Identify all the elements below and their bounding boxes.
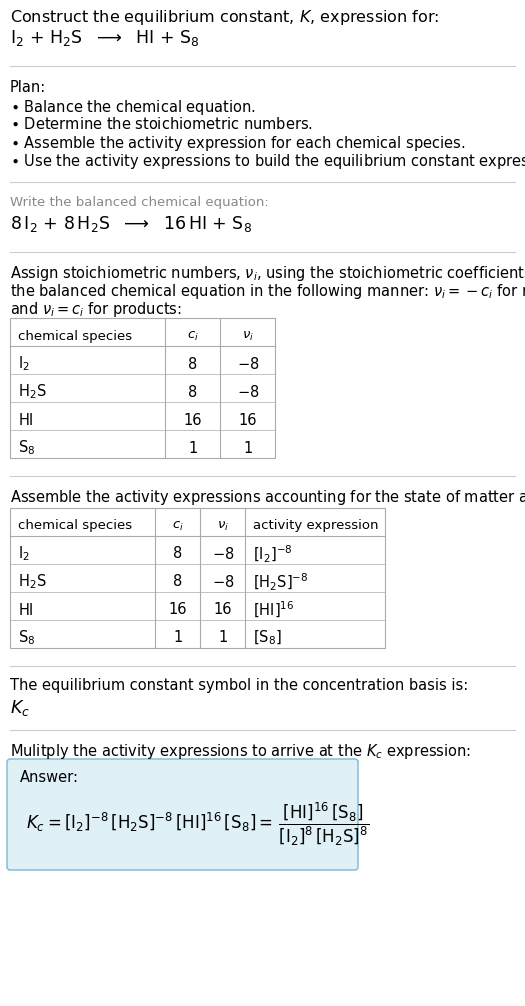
Text: $\bullet$ Determine the stoichiometric numbers.: $\bullet$ Determine the stoichiometric n…: [10, 116, 313, 132]
Text: The equilibrium constant symbol in the concentration basis is:: The equilibrium constant symbol in the c…: [10, 678, 468, 693]
Text: Assign stoichiometric numbers, $\nu_i$, using the stoichiometric coefficients, $: Assign stoichiometric numbers, $\nu_i$, …: [10, 264, 525, 283]
Text: $\mathrm{I_2}$ + $\mathrm{H_2S}$  $\longrightarrow$  $\mathrm{HI}$ + $\mathrm{S_: $\mathrm{I_2}$ + $\mathrm{H_2S}$ $\longr…: [10, 28, 200, 48]
Text: $\mathrm{S_8}$: $\mathrm{S_8}$: [18, 629, 35, 647]
Text: $\mathrm{H_2S}$: $\mathrm{H_2S}$: [18, 572, 47, 592]
Text: $-8$: $-8$: [212, 574, 234, 590]
Text: $[\mathrm{HI}]^{16}$: $[\mathrm{HI}]^{16}$: [253, 600, 295, 620]
Text: 16: 16: [239, 412, 257, 428]
Text: $\mathrm{I_2}$: $\mathrm{I_2}$: [18, 544, 30, 563]
Text: $\mathrm{I_2}$: $\mathrm{I_2}$: [18, 355, 30, 373]
Text: $K_c = [\mathrm{I_2}]^{-8}\,[\mathrm{H_2S}]^{-8}\,[\mathrm{HI}]^{16}\,[\mathrm{S: $K_c = [\mathrm{I_2}]^{-8}\,[\mathrm{H_2…: [26, 801, 370, 848]
Text: $8\,\mathrm{I_2}$ + $8\,\mathrm{H_2S}$  $\longrightarrow$  $16\,\mathrm{HI}$ + $: $8\,\mathrm{I_2}$ + $8\,\mathrm{H_2S}$ $…: [10, 214, 252, 234]
Text: $\bullet$ Assemble the activity expression for each chemical species.: $\bullet$ Assemble the activity expressi…: [10, 134, 465, 153]
Text: $[\mathrm{H_2S}]^{-8}$: $[\mathrm{H_2S}]^{-8}$: [253, 571, 308, 593]
Text: Plan:: Plan:: [10, 80, 46, 95]
Text: $\mathrm{HI}$: $\mathrm{HI}$: [18, 412, 34, 428]
Text: 16: 16: [214, 603, 232, 618]
Text: Mulitply the activity expressions to arrive at the $K_c$ expression:: Mulitply the activity expressions to arr…: [10, 742, 471, 761]
Text: 16: 16: [169, 603, 187, 618]
FancyBboxPatch shape: [7, 759, 358, 870]
Text: $[\mathrm{I_2}]^{-8}$: $[\mathrm{I_2}]^{-8}$: [253, 543, 292, 564]
Bar: [10, 508, 385, 648]
Text: 1: 1: [244, 441, 253, 456]
Text: chemical species: chemical species: [18, 519, 132, 532]
Text: 8: 8: [188, 356, 197, 371]
Text: Write the balanced chemical equation:: Write the balanced chemical equation:: [10, 196, 269, 209]
Text: 1: 1: [173, 631, 183, 646]
Text: $\mathrm{S_8}$: $\mathrm{S_8}$: [18, 439, 35, 458]
Text: activity expression: activity expression: [253, 519, 379, 532]
Text: $\nu_i$: $\nu_i$: [242, 329, 254, 343]
Text: chemical species: chemical species: [18, 330, 132, 342]
Text: 1: 1: [218, 631, 228, 646]
Text: the balanced chemical equation in the following manner: $\nu_i = -c_i$ for react: the balanced chemical equation in the fo…: [10, 282, 525, 301]
Text: $\bullet$ Balance the chemical equation.: $\bullet$ Balance the chemical equation.: [10, 98, 256, 117]
Bar: [10, 318, 275, 458]
Text: 8: 8: [188, 384, 197, 399]
Text: $-8$: $-8$: [212, 546, 234, 562]
Text: $c_i$: $c_i$: [172, 519, 184, 532]
Text: 16: 16: [184, 412, 202, 428]
Text: $\bullet$ Use the activity expressions to build the equilibrium constant express: $\bullet$ Use the activity expressions t…: [10, 152, 525, 171]
Text: $\mathrm{H_2S}$: $\mathrm{H_2S}$: [18, 382, 47, 401]
Text: and $\nu_i = c_i$ for products:: and $\nu_i = c_i$ for products:: [10, 300, 182, 319]
Text: $\nu_i$: $\nu_i$: [217, 519, 229, 532]
Text: $\mathrm{HI}$: $\mathrm{HI}$: [18, 602, 34, 618]
Text: 8: 8: [173, 546, 183, 561]
Text: $K_c$: $K_c$: [10, 698, 30, 718]
Text: Assemble the activity expressions accounting for the state of matter and $\nu_i$: Assemble the activity expressions accoun…: [10, 488, 525, 507]
Text: $c_i$: $c_i$: [187, 329, 199, 343]
Text: $-8$: $-8$: [237, 356, 259, 372]
Text: Construct the equilibrium constant, $K$, expression for:: Construct the equilibrium constant, $K$,…: [10, 8, 439, 27]
Text: 8: 8: [173, 574, 183, 590]
Text: Answer:: Answer:: [20, 771, 79, 786]
Text: $-8$: $-8$: [237, 384, 259, 400]
Text: 1: 1: [188, 441, 197, 456]
Text: $[\mathrm{S_8}]$: $[\mathrm{S_8}]$: [253, 629, 281, 647]
